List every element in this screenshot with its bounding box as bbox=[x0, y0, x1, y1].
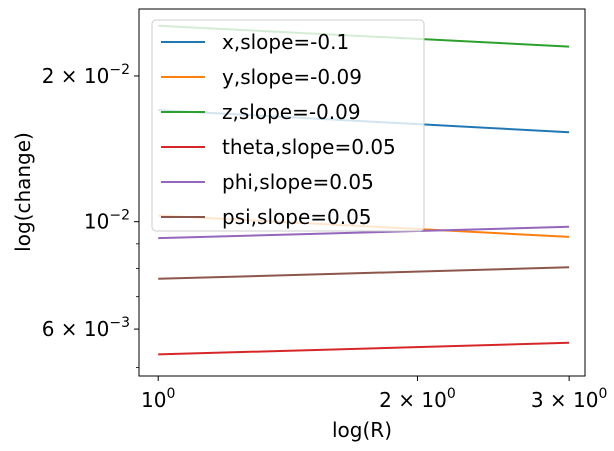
y-tick-label-1: 10−2 bbox=[84, 208, 130, 234]
x-axis-label: log(R) bbox=[332, 418, 392, 442]
legend-label-4: phi,slope=0.05 bbox=[222, 170, 374, 194]
legend-label-5: psi,slope=0.05 bbox=[222, 205, 372, 229]
x-tick-label-2: 3 × 100 bbox=[531, 386, 608, 412]
legend-label-2: z,slope=-0.09 bbox=[222, 100, 361, 124]
y-tick-label-2: 2 × 10−2 bbox=[42, 62, 130, 88]
legend-label-1: y,slope=-0.09 bbox=[222, 65, 362, 89]
series-line-4 bbox=[158, 225, 570, 240]
x-tick-label-1: 2 × 100 bbox=[379, 386, 456, 412]
series-line-3 bbox=[158, 341, 570, 356]
x-tick-label-0: 100 bbox=[141, 386, 175, 412]
y-axis-label: log(change) bbox=[11, 132, 35, 252]
legend-label-0: x,slope=-0.1 bbox=[222, 30, 349, 54]
y-tick-label-0: 6 × 10−3 bbox=[42, 315, 130, 341]
legend-box bbox=[151, 19, 425, 232]
legend: x,slope=-0.1 y,slope=-0.09 z,slope=-0.09 th… bbox=[151, 19, 425, 232]
y-axis: 6 × 10−3 10−2 2 × 10−2 bbox=[42, 62, 139, 368]
legend-label-3: theta,slope=0.05 bbox=[222, 135, 396, 159]
series-line-5 bbox=[158, 266, 570, 280]
plot-frame bbox=[138, 8, 586, 377]
x-axis: 100 2 × 100 3 × 100 bbox=[141, 376, 607, 412]
